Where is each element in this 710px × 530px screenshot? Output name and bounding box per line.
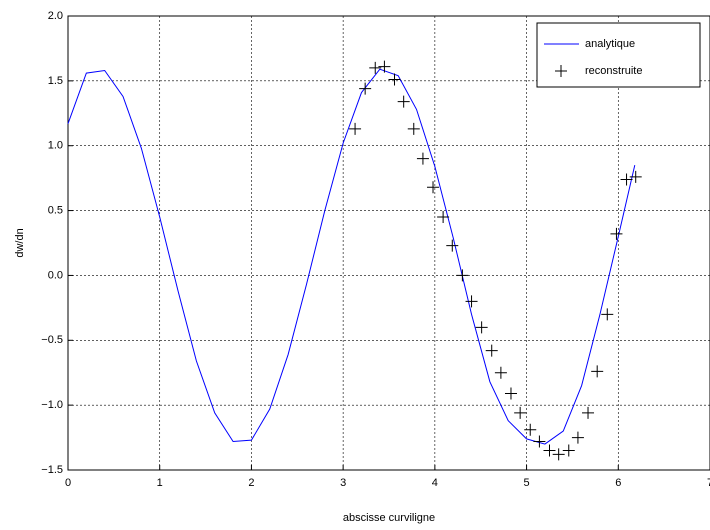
- point: [514, 406, 527, 419]
- y-tick-label: −1.5: [41, 464, 63, 476]
- point: [591, 365, 604, 378]
- x-tick-label: 0: [65, 477, 71, 489]
- point: [427, 181, 440, 194]
- point: [504, 387, 517, 400]
- point: [571, 431, 584, 444]
- point: [446, 239, 459, 252]
- line: [67, 68, 636, 445]
- y-tick-label: 1.0: [48, 140, 63, 152]
- point: [533, 435, 546, 448]
- point: [437, 211, 450, 224]
- point: [359, 82, 372, 95]
- point: [475, 321, 488, 334]
- point: [552, 448, 565, 461]
- legend-swatch: [555, 65, 567, 77]
- legend-label: analytique: [585, 38, 635, 50]
- x-tick-label: 3: [340, 477, 346, 489]
- y-tick-label: 0.5: [48, 204, 63, 216]
- x-axis-label: abscisse curviligne: [343, 512, 435, 524]
- point: [582, 406, 595, 419]
- point: [388, 73, 401, 86]
- legend-label: reconstruite: [585, 65, 642, 77]
- point: [397, 95, 410, 108]
- point: [620, 173, 633, 186]
- point: [629, 170, 642, 183]
- point: [601, 308, 614, 321]
- point: [349, 122, 362, 135]
- y-tick-label: 2.0: [48, 10, 63, 22]
- legend-box: [536, 22, 701, 88]
- x-tick-label: 1: [157, 477, 163, 489]
- x-tick-label: 7: [707, 477, 710, 489]
- point: [610, 227, 623, 240]
- point: [369, 61, 382, 74]
- point: [485, 344, 498, 357]
- x-tick-label: 5: [524, 477, 530, 489]
- point: [543, 444, 556, 457]
- point: [494, 366, 507, 379]
- point: [524, 423, 537, 436]
- plot-frame: [67, 15, 710, 471]
- y-axis-label: dw/dn: [14, 228, 26, 257]
- x-tick-label: 2: [248, 477, 254, 489]
- y-tick-label: 0.0: [48, 269, 63, 281]
- point: [378, 60, 391, 73]
- x-tick-label: 6: [615, 477, 621, 489]
- y-tick-label: 1.5: [48, 75, 63, 87]
- y-tick-label: −0.5: [41, 334, 63, 346]
- point: [456, 269, 469, 282]
- y-tick-label: −1.0: [41, 399, 63, 411]
- point: [562, 444, 575, 457]
- x-tick-label: 4: [432, 477, 438, 489]
- point: [465, 295, 478, 308]
- point: [407, 122, 420, 135]
- point: [416, 152, 429, 165]
